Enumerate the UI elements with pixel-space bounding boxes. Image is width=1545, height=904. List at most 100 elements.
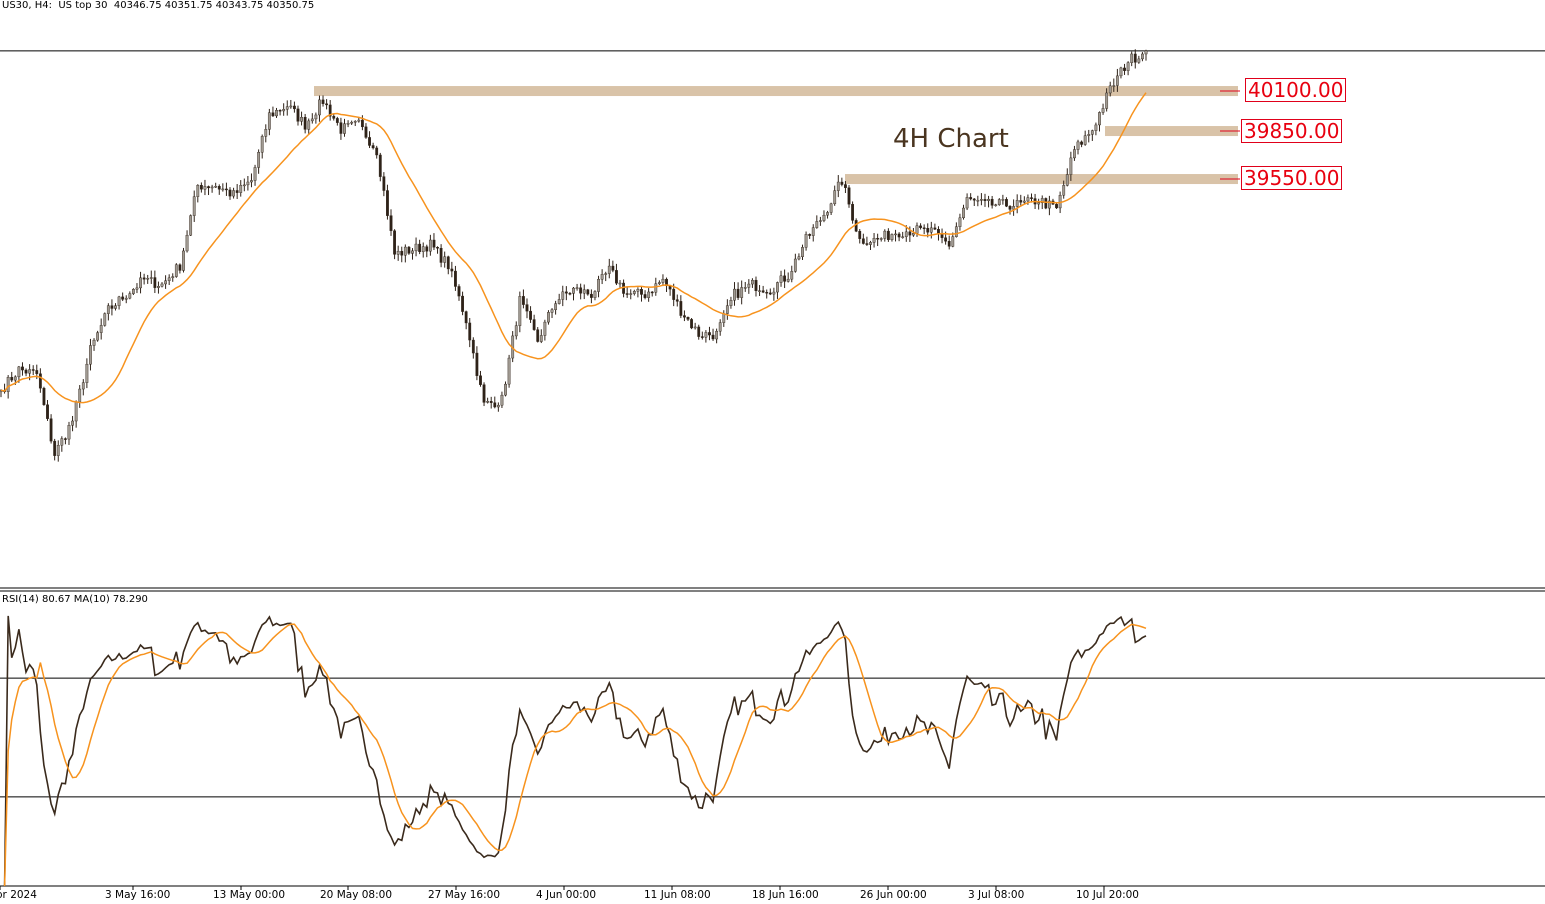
candle-bull <box>260 136 264 153</box>
candle-bull <box>1130 53 1134 63</box>
candle-bull <box>554 303 558 310</box>
candle-bear <box>568 293 572 295</box>
candle-bull <box>1105 92 1109 109</box>
x-tick-label: 26 Jun 00:00 <box>860 889 927 901</box>
candle-bear <box>35 370 39 374</box>
level-label-40100: 40100.00 <box>1245 78 1347 102</box>
candle-bull <box>1062 185 1066 196</box>
candle-bear <box>471 339 475 354</box>
candle-bull <box>139 277 142 289</box>
candle-bull <box>114 305 117 309</box>
candle-bull <box>250 180 253 183</box>
candle-bull <box>1026 197 1030 202</box>
candle-bear <box>53 440 57 456</box>
candle-bull <box>253 167 257 181</box>
candle-bear <box>46 404 49 419</box>
candle-bear <box>110 305 114 309</box>
candle-bull <box>1141 53 1144 60</box>
zone-39850 <box>1105 126 1238 137</box>
candle-bear <box>371 145 375 149</box>
candle-bull <box>157 286 160 288</box>
candle-bull <box>267 112 271 130</box>
candle-bear <box>407 246 411 254</box>
candle-bull <box>951 236 955 247</box>
candle-bear <box>686 317 690 320</box>
x-tick-label: 4 Jun 00:00 <box>536 889 597 901</box>
candle-bear <box>293 105 296 110</box>
candle-bull <box>572 287 575 294</box>
candle-bear <box>228 189 232 197</box>
candle-bull <box>912 233 915 236</box>
candle-bull <box>189 215 193 236</box>
candle-bull <box>135 287 139 290</box>
candle-bear <box>840 181 844 185</box>
candle-bull <box>486 401 490 403</box>
candle-bear <box>207 186 210 189</box>
candle-bear <box>851 204 854 221</box>
candle-bear <box>736 288 740 298</box>
candle-bear <box>375 147 379 156</box>
candle-bear <box>886 230 890 240</box>
candle-bull <box>772 291 776 295</box>
candle-bull <box>343 123 346 134</box>
candle-bull <box>543 321 547 336</box>
rsi-line <box>3 615 1147 887</box>
candle-bull <box>879 238 883 240</box>
candle-bull <box>160 283 164 287</box>
candle-bull <box>904 231 908 237</box>
candle-bull <box>779 275 783 283</box>
candle-bull <box>242 184 246 187</box>
candle-bull <box>539 335 543 342</box>
candle-bull <box>804 234 808 248</box>
candle-bear <box>303 117 307 130</box>
candle-bear <box>690 319 693 329</box>
candle-bull <box>1065 174 1069 186</box>
candle-bull <box>78 388 82 403</box>
candle-bear <box>393 230 396 255</box>
candle-bear <box>64 438 67 440</box>
candle-bear <box>400 250 404 256</box>
x-tick-label: 10 Jul 20:00 <box>1076 889 1139 901</box>
rsi-header: RSI(14) 80.67 MA(10) 78.290 <box>2 594 148 605</box>
candle-bull <box>661 278 665 283</box>
candle-bear <box>865 243 869 245</box>
candle-bear <box>1019 200 1023 203</box>
candle-bull <box>994 204 998 206</box>
candle-bull <box>275 110 278 117</box>
candle-bear <box>1030 197 1033 199</box>
candle-bear <box>278 110 282 112</box>
candle-bear <box>1133 53 1137 63</box>
candle-bull <box>980 199 983 201</box>
candle-bear <box>296 108 300 122</box>
x-tick-label: 27 May 16:00 <box>428 889 501 901</box>
candle-bear <box>761 290 765 293</box>
candle-bull <box>103 313 107 326</box>
candle-bull <box>786 278 790 282</box>
candle-bull <box>1137 58 1141 63</box>
candle-bear <box>615 270 618 284</box>
candle-bear <box>1008 206 1012 210</box>
candle-bull <box>582 289 586 294</box>
candle-bear <box>708 332 711 336</box>
candle-bull <box>167 277 171 281</box>
candle-bull <box>106 305 110 314</box>
candle-bull <box>833 190 837 205</box>
candle-bull <box>1083 135 1087 145</box>
candle-bear <box>432 239 436 248</box>
candle-bear <box>672 288 676 300</box>
candle-bull <box>246 181 250 186</box>
candle-bull <box>1119 67 1123 77</box>
candle-bull <box>987 198 990 201</box>
candle-bull <box>647 291 651 298</box>
symbol-header: US30, H4: US top 30 40346.75 40351.75 40… <box>2 0 315 11</box>
candle-bull <box>1040 198 1044 203</box>
candle-bull <box>890 234 894 240</box>
candle-bear <box>42 387 46 405</box>
candle-bear <box>325 103 329 106</box>
candle-bear <box>1055 203 1058 209</box>
candle-bull <box>657 282 661 284</box>
candle-bear <box>919 225 922 228</box>
candle-bull <box>954 226 958 237</box>
candle-bear <box>271 112 275 117</box>
